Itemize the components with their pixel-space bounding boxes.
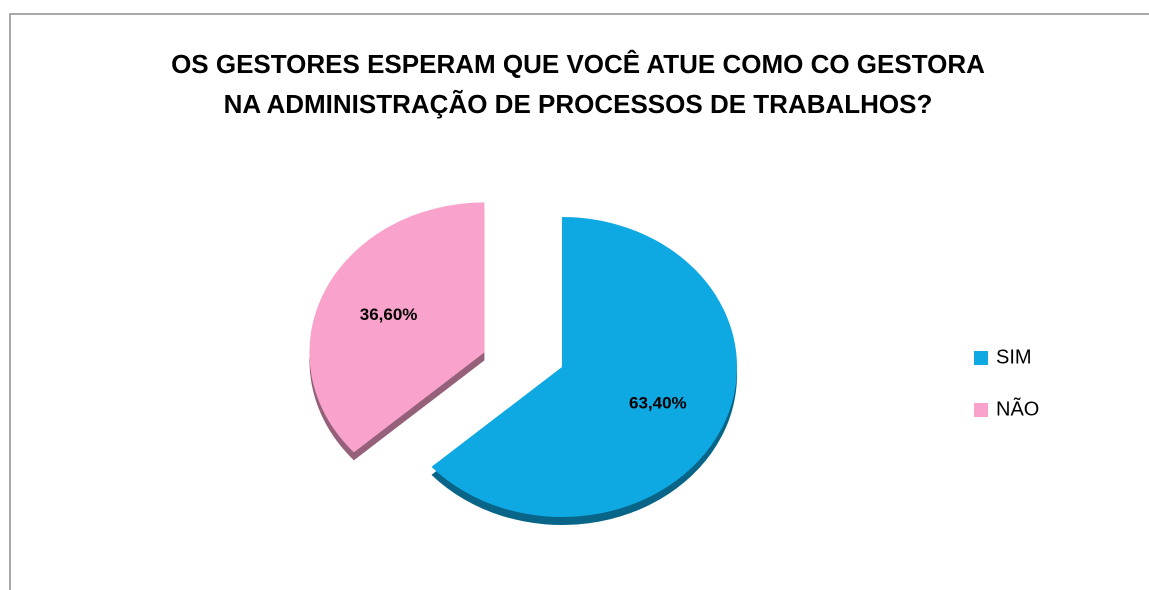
legend-label: NÃO xyxy=(996,396,1039,420)
slice xyxy=(431,217,737,517)
slice xyxy=(309,202,485,453)
legend-label: SIM xyxy=(996,346,1032,368)
value-label: 36,60% xyxy=(360,305,418,324)
legend-swatch xyxy=(974,403,988,417)
chart-title: NA ADMINISTRAÇÃO DE PROCESSOS DE TRABALH… xyxy=(224,89,933,119)
value-label: 63,40% xyxy=(629,393,687,412)
chart-title: OS GESTORES ESPERAM QUE VOCÊ ATUE COMO C… xyxy=(171,49,985,79)
legend-swatch xyxy=(974,351,988,365)
